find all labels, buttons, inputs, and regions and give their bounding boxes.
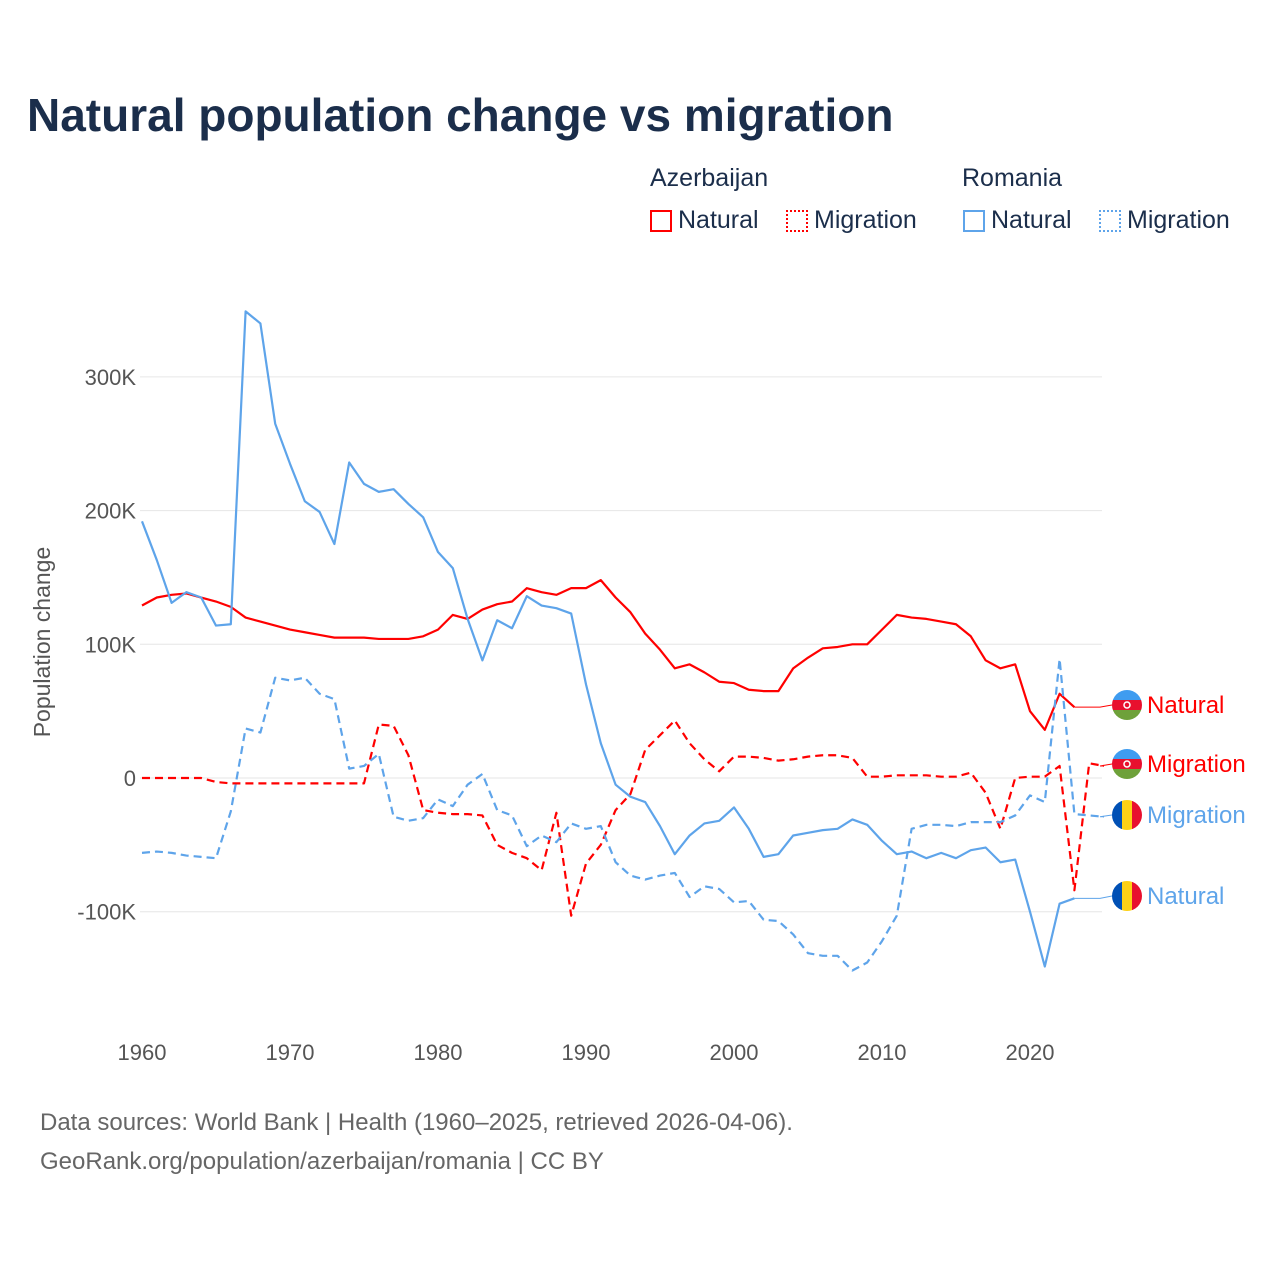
label-leader-line bbox=[1099, 763, 1113, 767]
legend-swatch-dotted bbox=[1099, 209, 1121, 232]
flag-stripe bbox=[1112, 710, 1142, 720]
legend-swatch-solid bbox=[650, 209, 672, 232]
series-end-label: Natural bbox=[1147, 883, 1224, 910]
label-leader-line bbox=[1074, 704, 1113, 708]
flag-stripe bbox=[1112, 881, 1122, 911]
series-line-romania-natural bbox=[140, 310, 1075, 968]
flag-stripe bbox=[1112, 759, 1142, 769]
legend-label: Migration bbox=[814, 206, 917, 234]
flag-crescent bbox=[1123, 760, 1131, 768]
label-leader-line bbox=[1099, 814, 1113, 818]
legend-label: Migration bbox=[1127, 206, 1230, 234]
legend-item-azerbaijan-natural[interactable]: Natural bbox=[650, 206, 759, 235]
flag-stripe bbox=[1112, 700, 1142, 710]
legend-item-romania-natural[interactable]: Natural bbox=[963, 206, 1072, 235]
legend-swatch-dotted bbox=[786, 209, 808, 232]
romania-flag-icon bbox=[1112, 800, 1142, 830]
x-tick-label: 1960 bbox=[118, 1040, 167, 1065]
legend-swatch-solid bbox=[963, 209, 985, 232]
x-tick-label: 1990 bbox=[562, 1040, 611, 1065]
flag-stripe bbox=[1132, 881, 1142, 911]
y-axis-label: Population change bbox=[29, 547, 55, 738]
series-end-label: Migration bbox=[1147, 802, 1246, 829]
legend-group-azerbaijan: Azerbaijan bbox=[650, 164, 769, 192]
series-end-label: Migration bbox=[1147, 751, 1246, 778]
legend-group-romania: Romania bbox=[962, 164, 1063, 192]
y-tick-label: 300K bbox=[85, 365, 137, 390]
y-tick-label: 100K bbox=[85, 632, 137, 657]
chart-title: Natural population change vs migration bbox=[27, 89, 894, 141]
x-tick-label: 1970 bbox=[266, 1040, 315, 1065]
azerbaijan-flag-icon bbox=[1112, 749, 1142, 779]
x-tick-label: 2000 bbox=[710, 1040, 759, 1065]
series-line-romania-migration bbox=[141, 657, 1105, 972]
flag-crescent bbox=[1123, 701, 1131, 709]
flag-stripe bbox=[1122, 881, 1132, 911]
footer-credit: GeoRank.org/population/azerbaijan/romani… bbox=[40, 1148, 604, 1175]
flag-stripe bbox=[1122, 800, 1132, 830]
y-tick-label: 200K bbox=[85, 499, 137, 524]
legend-item-azerbaijan-migration[interactable]: Migration bbox=[786, 206, 917, 235]
series-line-azerbaijan-migration bbox=[142, 719, 1105, 917]
flag-stripe bbox=[1132, 800, 1142, 830]
legend-label: Natural bbox=[678, 206, 759, 234]
series-line-azerbaijan-natural bbox=[141, 579, 1076, 731]
y-tick-label: -100K bbox=[77, 900, 136, 925]
flag-stripe bbox=[1112, 749, 1142, 759]
footer-sources: Data sources: World Bank | Health (1960–… bbox=[40, 1109, 793, 1136]
x-tick-label: 1980 bbox=[414, 1040, 463, 1065]
flag-stripe bbox=[1112, 690, 1142, 700]
azerbaijan-flag-icon bbox=[1112, 690, 1142, 720]
x-tick-label: 2010 bbox=[858, 1040, 907, 1065]
romania-flag-icon bbox=[1112, 881, 1142, 911]
series-end-label: Natural bbox=[1147, 692, 1224, 719]
flag-stripe bbox=[1112, 769, 1142, 779]
x-tick-label: 2020 bbox=[1006, 1040, 1055, 1065]
label-leader-line bbox=[1074, 895, 1113, 899]
flag-stripe bbox=[1112, 800, 1122, 830]
y-tick-label: 0 bbox=[124, 766, 136, 791]
legend-item-romania-migration[interactable]: Migration bbox=[1099, 206, 1230, 235]
legend-label: Natural bbox=[991, 206, 1072, 234]
